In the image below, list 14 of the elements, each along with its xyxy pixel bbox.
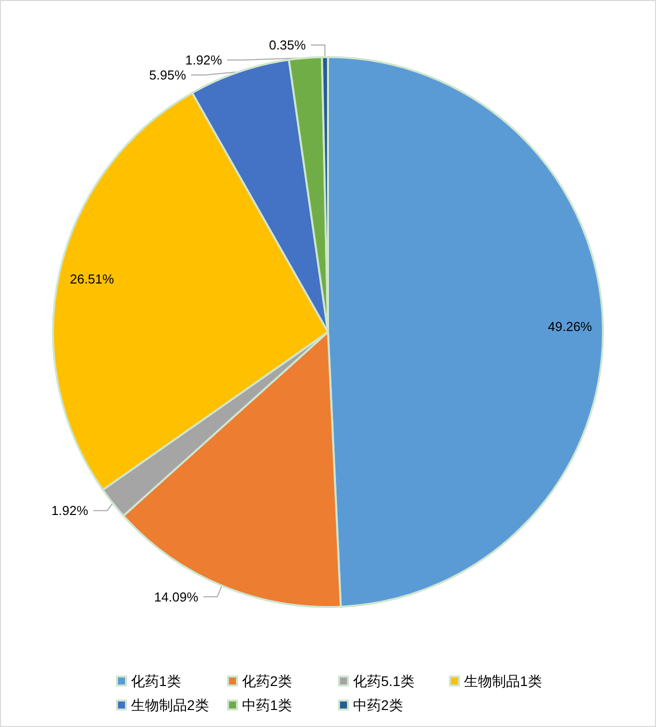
data-label: 0.35%	[268, 38, 306, 53]
data-label: 49.26%	[548, 318, 592, 334]
legend-label: 中药1类	[242, 697, 292, 713]
legend-label: 化药1类	[131, 673, 181, 689]
legend-label: 中药2类	[353, 697, 403, 713]
legend-label: 生物制品1类	[464, 673, 542, 689]
data-label: 14.09%	[154, 589, 199, 604]
legend-label: 化药5.1类	[353, 673, 414, 689]
data-label: 26.51%	[70, 271, 114, 286]
data-label: 1.92%	[185, 52, 223, 68]
data-label: 5.95%	[149, 68, 186, 83]
legend-label: 生物制品2类	[131, 697, 209, 713]
legend-label: 化药2类	[242, 673, 292, 689]
data-label: 1.92%	[51, 503, 89, 518]
